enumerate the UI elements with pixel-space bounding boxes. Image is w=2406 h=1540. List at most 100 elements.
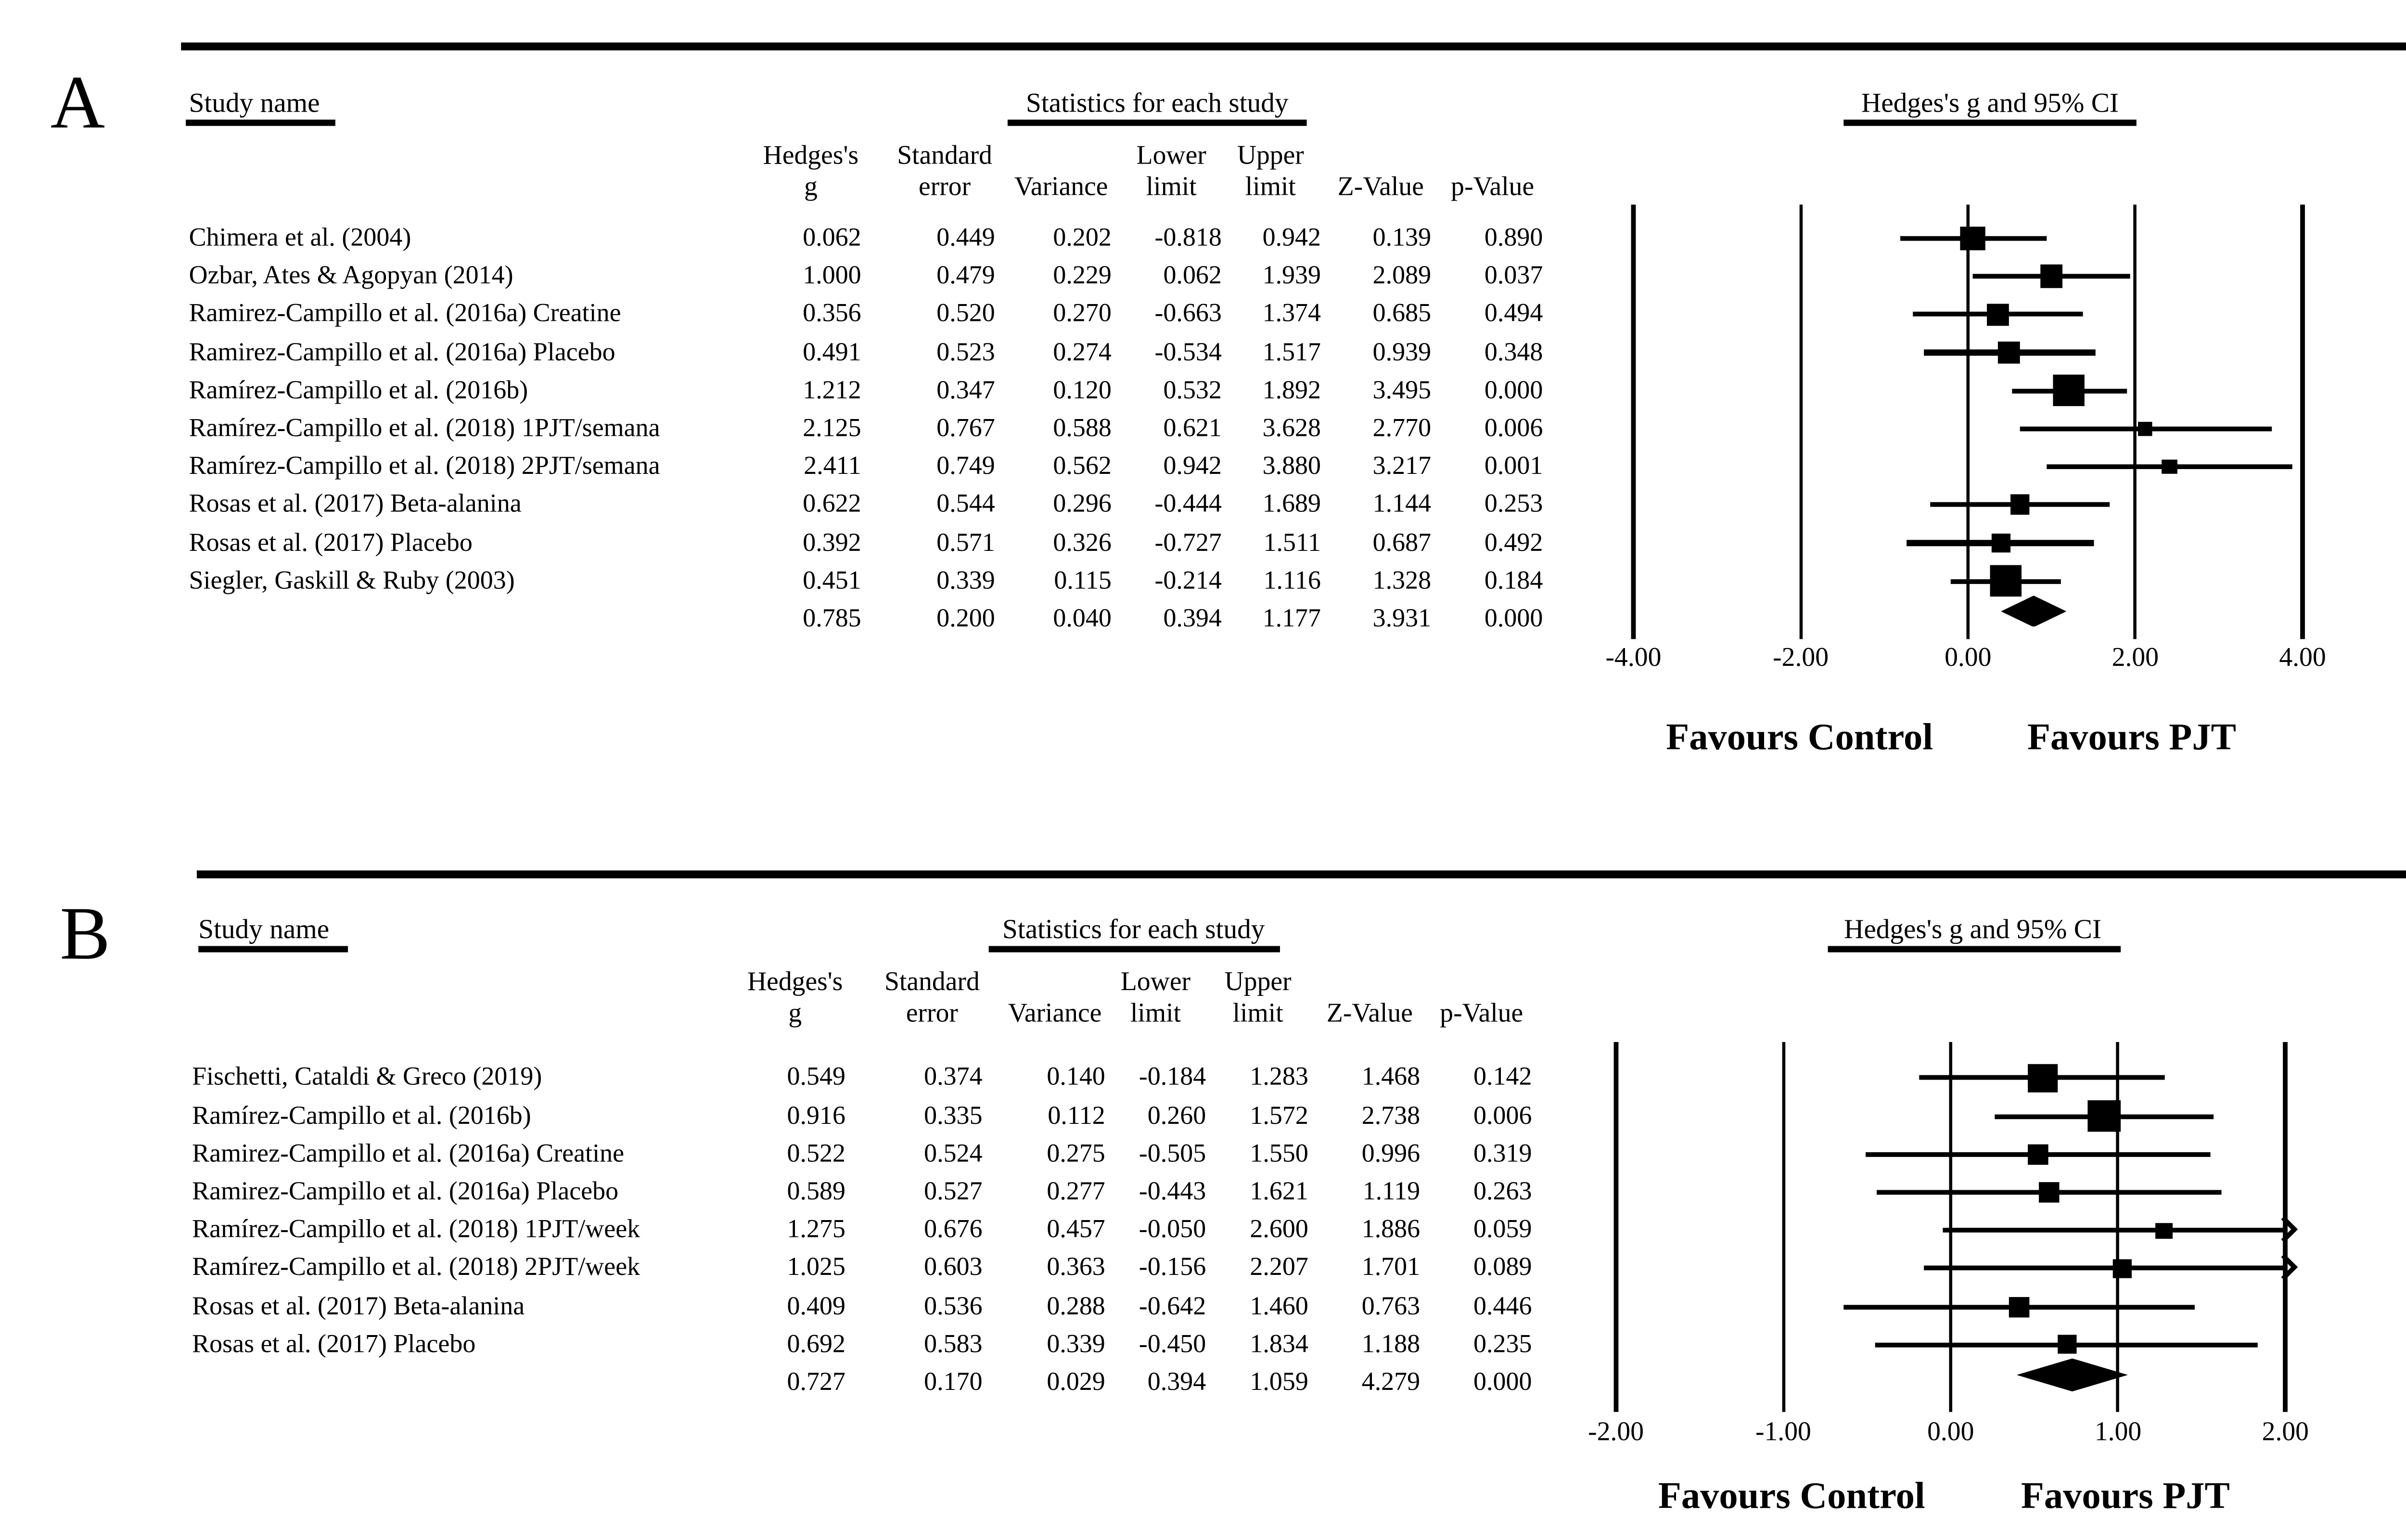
stat-cell: 0.687: [1372, 526, 1432, 557]
stat-cell: 1.000: [803, 260, 861, 290]
stat-cell: 0.676: [924, 1214, 983, 1244]
effect-square: [2027, 1144, 2049, 1165]
effect-square: [2138, 421, 2153, 436]
favours-pjt-label: Favours PJT: [2027, 717, 2237, 759]
stat-cell: 1.892: [1262, 374, 1321, 404]
stat-cell: 0.523: [936, 336, 995, 366]
stat-cell: 0.522: [787, 1137, 845, 1168]
stat-cell: 0.006: [1473, 1099, 1532, 1130]
favours-control-label: Favours Control: [1666, 717, 1933, 759]
stat-cell: 1.283: [1250, 1061, 1308, 1092]
stat-cell: 0.749: [936, 450, 995, 481]
stat-cell: 0.263: [1473, 1176, 1532, 1206]
stat-column-header: Variance: [1008, 998, 1102, 1028]
stat-cell: 0.347: [936, 374, 995, 404]
stat-cell: -0.444: [1154, 488, 1222, 519]
stat-column-header: p-Value: [1440, 998, 1523, 1028]
axis-gridline: [1799, 204, 1803, 639]
stat-cell: 0.374: [924, 1061, 983, 1092]
stat-cell: 4.279: [1361, 1366, 1421, 1397]
stat-cell: 2.411: [804, 450, 861, 481]
stat-cell: 1.460: [1250, 1290, 1308, 1320]
stat-cell: 3.495: [1372, 374, 1432, 404]
stat-cell: 0.763: [1361, 1290, 1421, 1320]
stat-cell: 1.119: [1362, 1176, 1421, 1206]
stat-cell: 0.451: [803, 564, 861, 595]
effect-square: [2040, 265, 2063, 288]
stat-cell: 1.621: [1250, 1176, 1308, 1206]
stat-column-header: error: [906, 998, 958, 1028]
stat-cell: 0.479: [936, 260, 995, 290]
stat-column-header: Standard: [884, 966, 980, 997]
effect-square: [1991, 533, 2010, 553]
stat-cell: 0.524: [924, 1137, 983, 1168]
stat-column-header: Z-Value: [1337, 171, 1424, 202]
study-name-cell: Ramírez-Campillo et al. (2018) 2PJT/sema…: [189, 450, 660, 481]
axis-tick-label: -1.00: [1755, 1416, 1811, 1447]
study-name-cell: Ramírez-Campillo et al. (2018) 2PJT/week: [192, 1252, 640, 1282]
stat-column-header: Standard: [897, 140, 992, 170]
effect-square: [2162, 459, 2177, 474]
axis-gridline: [2301, 204, 2304, 639]
stat-cell: -0.505: [1139, 1137, 1206, 1168]
stat-cell: 0.260: [1147, 1099, 1206, 1130]
stat-cell: 0.170: [924, 1366, 983, 1397]
stat-column-header: Variance: [1014, 171, 1108, 202]
axis-gridline: [1614, 1042, 1618, 1412]
ci-line: [1924, 1266, 2286, 1271]
stat-cell: 0.006: [1484, 412, 1543, 443]
stat-cell: 0.532: [1163, 374, 1222, 404]
stat-cell: 0.571: [936, 526, 995, 557]
stat-cell: 0.767: [936, 412, 995, 443]
stat-cell: 0.536: [924, 1290, 983, 1320]
stat-cell: 0.942: [1262, 221, 1321, 252]
stat-cell: 1.511: [1263, 526, 1321, 557]
stat-cell: -0.156: [1139, 1252, 1206, 1282]
effect-square: [2087, 1100, 2120, 1133]
stat-cell: 0.527: [924, 1176, 983, 1206]
stat-cell: 0.296: [1053, 488, 1112, 519]
panel-letter: B: [60, 892, 111, 976]
effect-square: [2038, 1182, 2060, 1203]
axis-gridline: [1948, 1042, 1953, 1412]
stat-cell: 1.144: [1372, 488, 1432, 519]
study-name-cell: Ozbar, Ates & Agopyan (2014): [189, 260, 513, 290]
stat-cell: 1.689: [1262, 488, 1321, 519]
study-name-cell: Ramirez-Campillo et al. (2016a) Creatine: [189, 298, 621, 328]
stat-cell: 0.326: [1053, 526, 1112, 557]
stat-cell: -0.050: [1139, 1214, 1206, 1244]
stat-cell: 0.583: [924, 1328, 983, 1358]
stat-cell: 0.339: [1047, 1328, 1105, 1358]
stat-cell: 1.328: [1372, 564, 1432, 595]
axis-tick-label: -2.00: [1773, 642, 1829, 673]
stat-cell: 0.692: [787, 1328, 845, 1358]
axis-tick-label: 2.00: [2112, 642, 2159, 673]
stat-cell: 0.603: [924, 1252, 983, 1282]
stat-cell: 0.727: [787, 1366, 845, 1397]
study-name-cell: Ramírez-Campillo et al. (2016b): [189, 374, 528, 404]
stat-cell: 2.600: [1250, 1214, 1308, 1244]
stat-cell: 0.319: [1473, 1137, 1532, 1168]
arrow-right-icon: [2270, 1216, 2297, 1243]
study-name-cell: Ramirez-Campillo et al. (2016a) Placebo: [192, 1176, 619, 1206]
favours-pjt-label: Favours PJT: [2021, 1476, 2230, 1518]
stat-cell: 1.517: [1262, 336, 1321, 366]
study-name-cell: Rosas et al. (2017) Placebo: [192, 1328, 476, 1358]
effect-square: [2028, 1063, 2058, 1093]
stat-cell: 0.588: [1053, 412, 1112, 443]
header-underline: [186, 119, 335, 127]
axis-tick-label: 4.00: [2279, 642, 2326, 673]
stat-cell: 0.040: [1053, 602, 1112, 633]
stat-cell: -0.818: [1154, 221, 1222, 252]
stat-column-header: Z-Value: [1326, 998, 1413, 1028]
stat-cell: 0.200: [936, 602, 995, 633]
effect-square: [1989, 565, 2022, 598]
stat-cell: 1.025: [787, 1252, 845, 1282]
stat-cell: 0.348: [1484, 336, 1543, 366]
stat-cell: 0.457: [1047, 1214, 1105, 1244]
stat-cell: -0.450: [1139, 1328, 1206, 1358]
stat-cell: 0.001: [1484, 450, 1543, 481]
effect-square: [2053, 375, 2086, 407]
